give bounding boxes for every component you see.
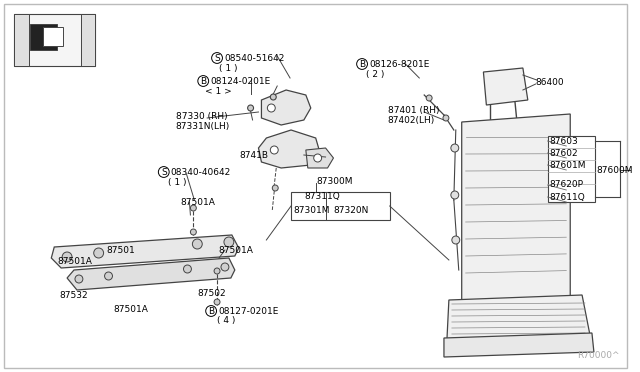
Text: ( 4 ): ( 4 ) [217,317,236,326]
Circle shape [221,263,229,271]
Circle shape [451,191,459,199]
Circle shape [314,154,322,162]
Text: 87301M: 87301M [293,205,330,215]
Circle shape [104,272,113,280]
Circle shape [184,265,191,273]
Circle shape [75,275,83,283]
Circle shape [248,105,253,111]
Text: 87401 (RH): 87401 (RH) [388,106,439,115]
Text: 87532: 87532 [59,291,88,299]
Text: 86400: 86400 [536,77,564,87]
Circle shape [426,95,432,101]
Text: 87501A: 87501A [57,257,92,266]
Circle shape [270,146,278,154]
Polygon shape [444,333,594,357]
Text: S: S [161,167,166,176]
Text: 08127-0201E: 08127-0201E [218,307,278,315]
Text: 87501A: 87501A [113,305,148,314]
Bar [291,192,390,220]
Text: 8741B: 8741B [240,151,269,160]
Circle shape [93,248,104,258]
Text: 87502: 87502 [197,289,226,298]
Polygon shape [447,295,590,340]
Text: 08540-51642: 08540-51642 [224,54,284,62]
Text: 87501A: 87501A [180,198,216,206]
Text: 08340-40642: 08340-40642 [171,167,231,176]
Circle shape [270,94,276,100]
Bar [548,136,595,202]
Text: 87320N: 87320N [333,205,369,215]
Text: 87311Q: 87311Q [305,192,340,201]
Polygon shape [259,130,321,168]
Text: 87603: 87603 [550,137,579,145]
Text: 87331N(LH): 87331N(LH) [175,122,230,131]
Text: 87602: 87602 [550,148,578,157]
Text: 87402(LH): 87402(LH) [388,115,435,125]
Text: 87611Q: 87611Q [550,192,585,202]
Circle shape [193,239,202,249]
Polygon shape [483,68,528,105]
Text: 08124-0201E: 08124-0201E [210,77,270,86]
Text: 87501A: 87501A [218,246,253,254]
Polygon shape [461,114,570,302]
Polygon shape [67,258,235,290]
Text: ( 1 ): ( 1 ) [168,177,186,186]
Bar [44,27,63,46]
Text: S: S [214,54,220,62]
Polygon shape [261,90,311,125]
Circle shape [451,144,459,152]
Circle shape [272,185,278,191]
Circle shape [268,104,275,112]
Text: 87620P: 87620P [550,180,584,189]
Circle shape [62,252,72,262]
Text: 87501: 87501 [106,246,135,254]
Text: 08126-8201E: 08126-8201E [369,60,429,68]
Text: 87600M: 87600M [596,166,632,174]
Bar [14,14,95,66]
Circle shape [224,237,234,247]
Text: 87601M: 87601M [550,160,586,170]
Circle shape [191,205,196,211]
Text: R70000^: R70000^ [577,351,620,360]
Circle shape [452,236,460,244]
Circle shape [443,115,449,121]
Text: B: B [208,307,214,315]
Circle shape [214,299,220,305]
Text: 87300M: 87300M [317,176,353,186]
Text: < 1 >: < 1 > [205,87,232,96]
Bar [14,14,29,66]
Text: B: B [359,60,365,68]
Bar [29,24,57,50]
Bar [81,14,95,66]
Circle shape [214,268,220,274]
Polygon shape [51,235,239,268]
Text: ( 1 ): ( 1 ) [219,64,237,73]
Circle shape [191,229,196,235]
Text: 87330 (RH): 87330 (RH) [175,112,227,121]
Polygon shape [306,148,333,168]
Ellipse shape [33,49,42,57]
Text: B: B [200,77,206,86]
Text: ( 2 ): ( 2 ) [366,70,385,78]
